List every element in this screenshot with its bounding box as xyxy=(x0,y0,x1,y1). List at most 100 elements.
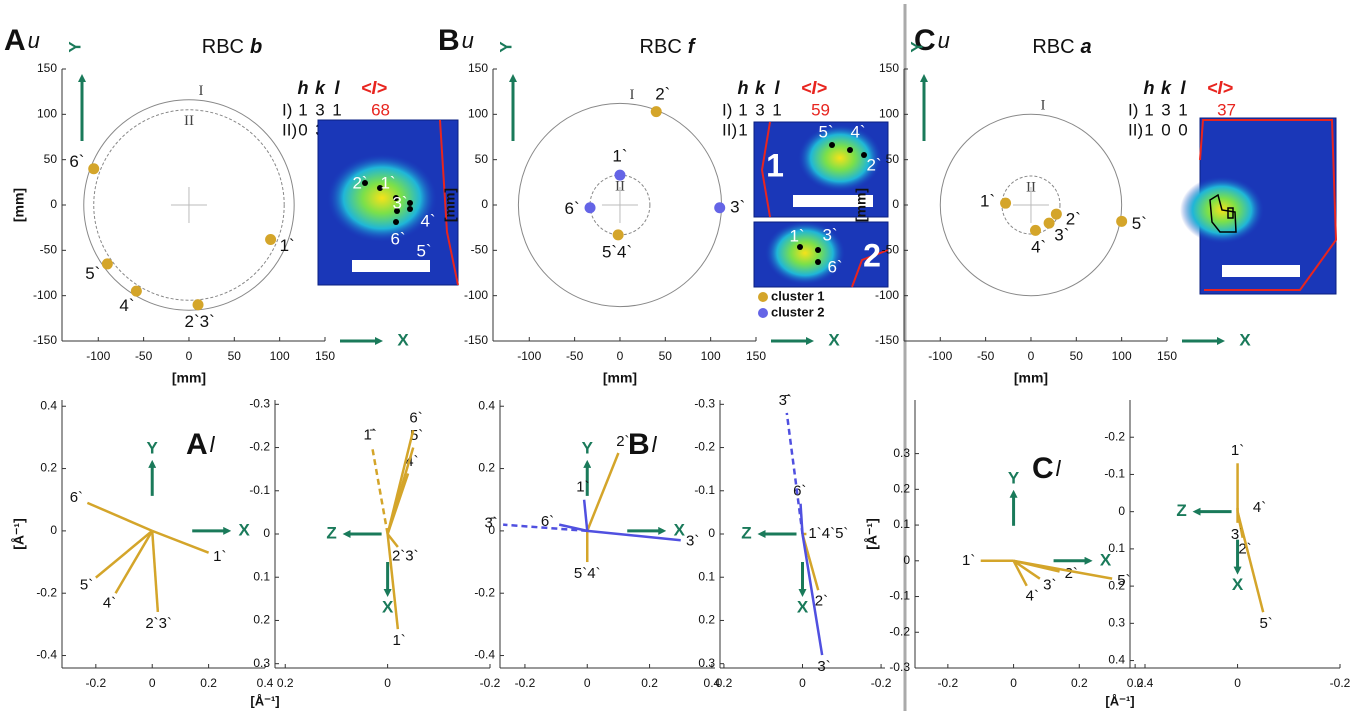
table-cell: I) xyxy=(722,100,732,119)
panel-subscript: l xyxy=(652,432,658,457)
y-tick-label: 0 xyxy=(1118,504,1125,518)
y-tick-label: 0 xyxy=(903,553,910,567)
x-tick-label: 0 xyxy=(384,676,391,690)
point xyxy=(651,106,662,117)
table-cell: 1 xyxy=(772,100,781,119)
point xyxy=(1116,216,1127,227)
inset-label: 2` xyxy=(352,173,367,192)
y-tick-label: -150 xyxy=(33,333,57,347)
y-tick-label: -0.4 xyxy=(474,648,495,662)
axis-arrow-label: Y xyxy=(496,41,515,53)
table-cell: 1 xyxy=(1144,120,1153,139)
inset-label: 3` xyxy=(822,225,837,244)
panel-letter: B xyxy=(438,24,460,57)
point-label: 1` xyxy=(612,147,627,166)
chart-title: RBCf xyxy=(640,36,697,58)
y-tick-label: -100 xyxy=(33,288,57,302)
point-label: 1` xyxy=(980,191,995,210)
x-tick-label: 100 xyxy=(270,349,290,363)
axis-arrow-label: X xyxy=(382,597,394,616)
y-axis-label: [mm] xyxy=(11,188,27,222)
table-cell: 59 xyxy=(811,100,830,119)
table-header: <I> xyxy=(801,78,828,98)
point-label: 4` xyxy=(1031,238,1046,257)
table-header: k xyxy=(315,78,326,98)
y-tick-label: 0.2 xyxy=(698,613,715,627)
point-label: 5`4` xyxy=(602,242,632,261)
vector-label: 3` xyxy=(1043,576,1056,593)
scale-bar xyxy=(352,260,430,272)
inset-spot xyxy=(815,247,821,253)
vector-label: 1`4`5` xyxy=(808,525,848,542)
y-axis-label: [mm] xyxy=(853,188,869,222)
x-tick-label: 50 xyxy=(1070,349,1084,363)
y-tick-label: 0.1 xyxy=(253,569,270,583)
y-tick-label: 100 xyxy=(37,107,57,121)
vector-label: 6` xyxy=(409,410,422,427)
x-tick-label: 0.2 xyxy=(200,676,217,690)
vector-label: 6` xyxy=(70,489,83,506)
vector-label: 4` xyxy=(103,595,116,612)
table-header: l xyxy=(1180,78,1186,98)
table-cell: 1 xyxy=(738,100,747,119)
vector xyxy=(372,448,387,534)
x-tick-label: 0.2 xyxy=(1127,676,1144,690)
title-text: RBC xyxy=(202,36,244,58)
axis-arrow-label: X xyxy=(397,330,409,349)
vector xyxy=(96,531,152,578)
table-header: <I> xyxy=(361,78,388,98)
x-tick-label: -100 xyxy=(517,349,541,363)
x-tick-label: 0 xyxy=(584,676,591,690)
table-cell: 0 xyxy=(298,120,307,139)
panel-subscript: l xyxy=(210,432,216,457)
panel-subscript: u xyxy=(938,28,950,53)
vector xyxy=(584,500,587,531)
y-tick-label: -0.2 xyxy=(889,624,910,638)
panel-label: Au xyxy=(4,24,40,57)
x-tick-label: -100 xyxy=(928,349,952,363)
x-tick-label: 0 xyxy=(1028,349,1035,363)
inset-spot xyxy=(829,142,835,148)
panel-subscript: u xyxy=(462,28,474,53)
x-tick-label: -0.2 xyxy=(871,676,892,690)
point xyxy=(102,258,113,269)
circle-label: II xyxy=(615,179,625,195)
y-tick-label: -0.2 xyxy=(1104,429,1125,443)
point-label: 5` xyxy=(85,264,100,283)
inset-label: 3` xyxy=(392,193,407,212)
vector xyxy=(152,531,208,553)
vector-label: 2`3` xyxy=(145,615,172,632)
table-cell: 0 xyxy=(1178,120,1187,139)
y-tick-label: 100 xyxy=(879,107,899,121)
y-tick-label: -50 xyxy=(40,243,58,257)
y-tick-label: 0.3 xyxy=(893,446,910,460)
y-tick-label: 0.2 xyxy=(253,613,270,627)
point-label: 2`3` xyxy=(185,312,215,331)
x-tick-label: 150 xyxy=(315,349,335,363)
x-tick-label: -0.2 xyxy=(480,676,501,690)
y-tick-label: 150 xyxy=(468,61,488,75)
inset-label: 1` xyxy=(380,173,395,192)
y-tick-label: -0.2 xyxy=(249,440,270,454)
point-label: 3` xyxy=(1054,225,1069,244)
vector xyxy=(116,531,153,593)
point-label: 3` xyxy=(730,198,745,217)
y-tick-label: -0.4 xyxy=(36,648,57,662)
y-tick-label: 150 xyxy=(879,61,899,75)
table-cell: II) xyxy=(722,120,737,139)
x-tick-label: 50 xyxy=(659,349,673,363)
axis-arrow-label: Z xyxy=(326,523,336,542)
y-tick-label: 0.4 xyxy=(478,398,495,412)
y-tick-label: -0.1 xyxy=(889,589,910,603)
x-tick-label: 0.2 xyxy=(716,676,733,690)
vector-label: 2` xyxy=(616,433,629,450)
y-axis-label: [Å⁻¹] xyxy=(11,518,27,550)
inset-spot xyxy=(847,147,853,153)
axis-arrow-label: Y xyxy=(907,41,926,53)
table-cell: 1 xyxy=(298,100,307,119)
point-label: 6` xyxy=(69,152,84,171)
panel-label: Bl xyxy=(628,428,658,461)
point xyxy=(1051,209,1062,220)
title-text: RBC xyxy=(640,36,682,58)
y-tick-label: 0.4 xyxy=(40,398,57,412)
